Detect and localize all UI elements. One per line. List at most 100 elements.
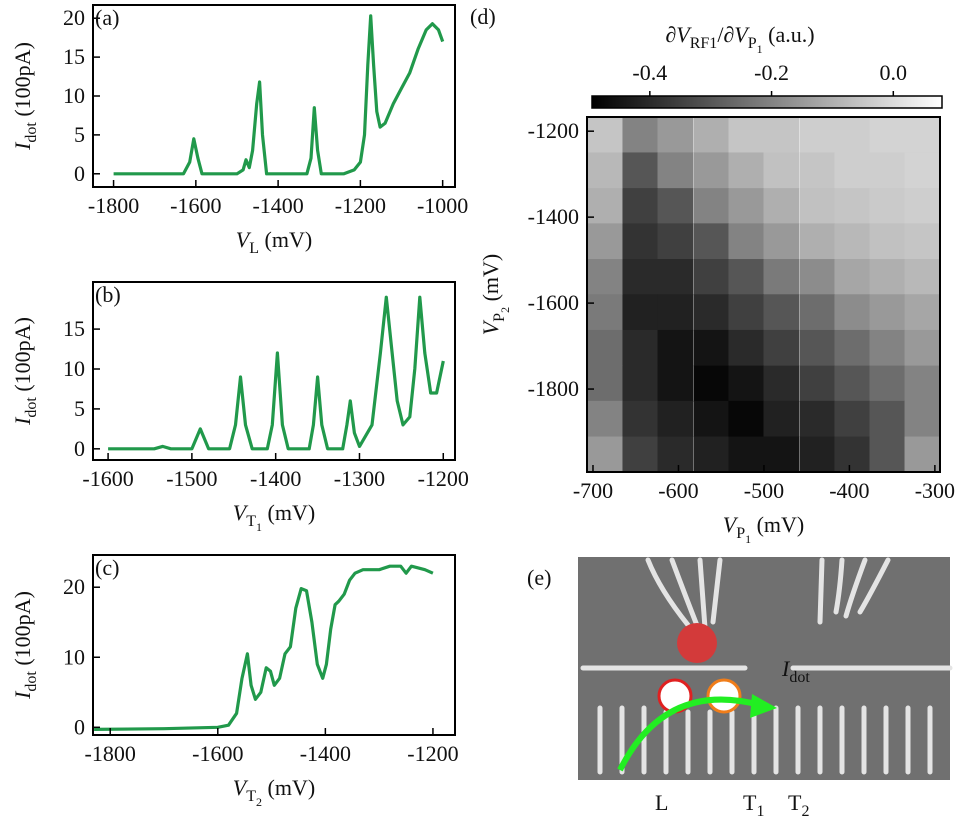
label-part: T [743, 790, 757, 815]
label-part: 1 [256, 520, 262, 534]
gate-label: T1 [743, 790, 764, 820]
heat-cell [869, 188, 906, 225]
x-tick-label: -700 [573, 478, 613, 503]
y-tick-label: 15 [63, 44, 85, 69]
heat-cell [763, 259, 800, 296]
heat-cell [728, 294, 764, 331]
x-axis-label: VP1 (mV) [723, 512, 805, 546]
heat-cell [693, 259, 729, 296]
heat-cell [657, 116, 694, 153]
heat-cell [693, 223, 729, 260]
current-arrow [617, 696, 761, 772]
label-part: (100pA) [10, 42, 35, 122]
label-part: dot [23, 122, 40, 143]
y-tick-label: -1800 [528, 376, 579, 401]
x-tick-label: -1400 [300, 741, 351, 766]
y-tick-label: 20 [63, 5, 85, 30]
panel-label: (e) [527, 565, 551, 590]
heat-cell [904, 329, 941, 367]
x-axis-label: VT2 (mV) [233, 775, 315, 809]
axes-frame [92, 554, 456, 736]
heat-cell [834, 259, 870, 296]
heat-cell [763, 329, 800, 367]
heat-cell [799, 152, 835, 189]
label-part: P [748, 35, 757, 52]
heat-cell [834, 294, 870, 331]
heat-cell [834, 329, 870, 367]
x-tick-label: -1200 [418, 466, 469, 491]
heat-cell [693, 365, 729, 402]
heat-cell [763, 436, 800, 473]
heat-cell [834, 116, 870, 153]
heat-cell [869, 365, 906, 402]
label-part: (a.u.) [763, 22, 815, 47]
dot [677, 623, 717, 663]
arrow-head [750, 694, 777, 718]
heat-cell [622, 436, 659, 473]
heat-cell [904, 400, 941, 438]
x-tick-label: -300 [915, 478, 955, 503]
label-part: V [734, 22, 750, 47]
heat-cell [587, 400, 623, 438]
heat-cell [657, 436, 694, 473]
y-tick-label: 0 [74, 714, 85, 739]
current-label: Idot [781, 656, 810, 686]
gate-label: T2 [788, 790, 809, 820]
x-axis-label: VT1 (mV) [233, 500, 315, 534]
heat-cell [869, 436, 906, 473]
heat-cell [587, 365, 623, 402]
heat-cell [869, 152, 906, 189]
heat-cell [763, 294, 800, 331]
y-tick-label: 10 [63, 83, 85, 108]
label-part: V [233, 500, 249, 525]
heat-cell [622, 365, 659, 402]
heat-cell [693, 188, 729, 225]
x-tick-label: -400 [829, 478, 869, 503]
label-part: P [736, 525, 745, 542]
label-part: V [478, 319, 503, 335]
y-tick-label: 5 [74, 396, 85, 421]
heat-cell [799, 436, 835, 473]
heat-cell [587, 188, 623, 225]
heat-cell [799, 116, 835, 153]
heat-cell [799, 294, 835, 331]
x-tick-label: -1600 [170, 193, 221, 218]
heat-cell [763, 365, 800, 402]
heat-cell [834, 400, 870, 438]
heat-cell [657, 294, 694, 331]
heat-cell [869, 329, 906, 367]
heat-cell [728, 329, 764, 367]
heat-cell [693, 152, 729, 189]
label-part: L [249, 240, 259, 257]
y-axis-label: Idot (100pA) [10, 42, 40, 151]
heat-cell [587, 329, 623, 367]
label-part: V [723, 512, 739, 537]
heat-cell [622, 259, 659, 296]
heat-cell [657, 400, 694, 438]
heat-cell [728, 259, 764, 296]
heat-cell [587, 259, 623, 296]
heat-cell [657, 223, 694, 260]
panel-label: (d) [470, 4, 496, 29]
y-tick-label: -1600 [528, 290, 579, 315]
y-tick-label: -1200 [528, 118, 579, 143]
heat-cell [693, 329, 729, 367]
gate-label: L [655, 790, 668, 815]
heat-cell [622, 329, 659, 367]
label-part: I [10, 141, 35, 151]
heat-cell [904, 116, 941, 153]
x-tick-label: -1600 [82, 466, 133, 491]
label-part: 1 [756, 803, 764, 820]
x-tick-label: -1400 [250, 466, 301, 491]
heat-cell [834, 152, 870, 189]
label-part: (mV) [259, 227, 312, 252]
colorbar-tick-label: -0.4 [632, 60, 667, 85]
x-tick-label: -1400 [252, 193, 303, 218]
panel-label: (a) [95, 5, 119, 30]
x-tick-label: -600 [658, 478, 698, 503]
heat-cell [763, 152, 800, 189]
label-part: P [491, 313, 508, 322]
axes-frame [92, 281, 456, 461]
heat-cell [728, 152, 764, 189]
